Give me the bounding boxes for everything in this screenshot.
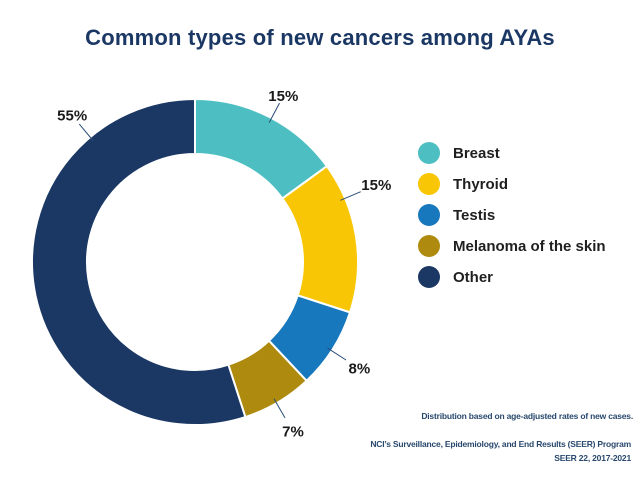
legend-swatch-thyroid-icon: [418, 173, 440, 195]
legend-item-breast: Breast: [418, 142, 606, 164]
legend: Breast Thyroid Testis Melanoma of the sk…: [418, 142, 606, 288]
slice-value-label-testis: 8%: [349, 361, 371, 378]
footnote-source: NCI’s Surveillance, Epidemiology, and En…: [370, 438, 631, 465]
legend-item-thyroid: Thyroid: [418, 173, 606, 195]
legend-label-testis: Testis: [453, 206, 496, 224]
chart-title: Common types of new cancers among AYAs: [85, 25, 555, 50]
legend-swatch-testis-icon: [418, 204, 440, 226]
footnote-distribution: Distribution based on age-adjusted rates…: [421, 411, 633, 421]
legend-swatch-melanoma-icon: [418, 235, 440, 257]
footnote-source-line1: NCI’s Surveillance, Epidemiology, and En…: [370, 439, 631, 449]
legend-item-other: Other: [418, 266, 606, 288]
legend-label-breast: Breast: [453, 144, 500, 162]
leader-line-testis: [327, 347, 347, 361]
donut-slice-other: [30, 97, 247, 426]
legend-label-melanoma: Melanoma of the skin: [453, 237, 606, 255]
slice-value-label-melanoma-of-the-skin: 7%: [282, 424, 304, 441]
leader-line-breast: [268, 102, 280, 123]
legend-item-testis: Testis: [418, 204, 606, 226]
legend-label-thyroid: Thyroid: [453, 175, 508, 193]
footnote-source-line2: SEER 22, 2017-2021: [554, 452, 631, 463]
legend-item-melanoma: Melanoma of the skin: [418, 235, 606, 257]
leader-line-thyroid: [340, 191, 361, 201]
legend-swatch-other-icon: [418, 266, 440, 288]
slice-value-label-thyroid: 15%: [361, 177, 391, 194]
leader-line-melanoma-of-the-skin: [273, 398, 286, 419]
legend-label-other: Other: [453, 268, 494, 286]
slice-value-label-other: 55%: [57, 108, 87, 125]
leader-line-other: [78, 123, 94, 142]
slice-value-label-breast: 15%: [268, 88, 298, 105]
legend-swatch-breast-icon: [418, 142, 440, 164]
